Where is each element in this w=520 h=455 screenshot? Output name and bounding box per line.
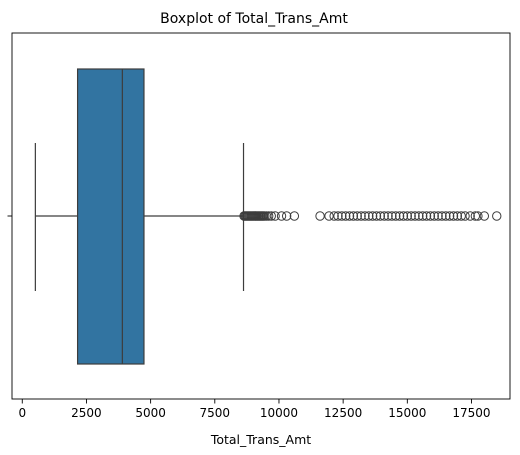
outlier-point [364,211,374,221]
outlier-point [394,211,405,221]
x-tick-label: 7500 [200,406,231,420]
outlier-point [433,211,443,221]
x-tick-label: 15000 [388,406,426,420]
outlier-point [429,211,439,221]
outlier-point [421,211,432,221]
outlier-point [344,211,355,221]
outlier-point [410,211,420,221]
outlier-point [371,211,382,221]
outlier-point [360,211,370,221]
outlier-point [387,211,397,221]
plot-area [34,68,502,365]
chart-title: Boxplot of Total_Trans_Amt [160,11,348,27]
x-axis: 0 2500 5000 7500 10000 12500 15000 17500 [7,215,491,420]
outlier-point [437,211,447,221]
outlier-point [414,211,424,221]
outlier-point [406,211,416,221]
outlier-point [492,211,502,221]
outlier-point [329,211,339,221]
outlier-point [337,211,347,221]
outlier-point [356,211,366,221]
outlier-point [402,211,413,221]
outlier-point [473,211,483,221]
outlier-point [398,211,409,221]
outlier-point [470,211,481,221]
outlier-point [456,211,466,221]
outlier-point [266,211,276,221]
outlier-point [448,211,459,221]
iqr-box [76,68,145,365]
outlier-point [379,211,389,221]
x-tick-label: 0 [18,406,26,420]
outlier-point [276,211,287,221]
outlier-point [479,211,490,221]
outlier-point [425,211,436,221]
x-tick-label: 12500 [324,406,362,420]
outlier-point [441,211,451,221]
x-tick-label: 2500 [71,406,102,420]
outlier-point [391,211,401,221]
x-tick-label: 5000 [135,406,166,420]
outlier-point [375,211,386,221]
outlier-point [281,211,292,221]
x-axis-label: Total_Trans_Amt [210,432,311,447]
outlier-point [465,211,475,221]
outlier-point [333,211,343,221]
outlier-point [460,211,470,221]
outlier-point [444,211,455,221]
outlier-point [270,211,280,221]
outlier-point [367,211,378,221]
outlier-point [452,211,463,221]
outlier-point [341,211,351,221]
outlier-point [264,211,274,221]
outlier-point [289,211,300,221]
outlier-point [324,211,334,221]
outlier-point [315,211,325,221]
outlier-point [383,211,393,221]
x-tick-label: 10000 [260,406,298,420]
outlier-point [352,211,362,221]
x-tick-label: 17500 [452,406,490,420]
outlier-point [348,211,359,221]
outlier-point [418,211,428,221]
